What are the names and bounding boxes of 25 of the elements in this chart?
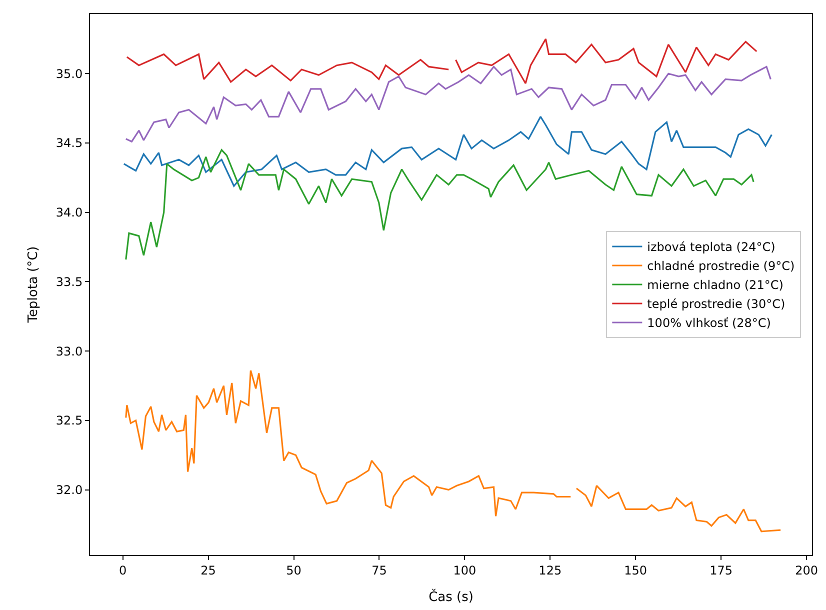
x-axis-title: Čas (s) [428,588,474,605]
line-series [125,66,772,142]
legend-label: 100% vlhkosť (28°C) [647,316,771,330]
legend-label: chladné prostredie (9°C) [647,259,795,274]
legend-label: teplé prostredie (30°C) [647,297,786,312]
legend-label: izbová teplota (24°C) [647,240,776,254]
y-axis-title: Teplota (°C) [26,246,41,324]
x-tick-label: 75 [372,563,387,578]
y-tick-label: 35.0 [56,66,83,81]
y-tick-label: 32.5 [56,414,83,428]
x-tick-label: 25 [200,563,216,578]
x-tick-label: 175 [710,563,733,578]
y-tick-label: 34.5 [56,136,83,150]
y-tick-label: 32.0 [56,483,83,497]
x-tick-label: 125 [538,563,562,578]
x-tick-label: 200 [795,563,818,578]
x-tick-label: 150 [624,563,648,578]
y-tick-label: 33.0 [56,344,83,358]
legend-label: mierne chladno (21°C) [647,278,784,292]
x-tick-label: 0 [119,563,127,578]
line-series [123,116,772,187]
x-tick-label: 50 [286,563,302,578]
y-tick-label: 33.5 [56,274,83,289]
y-tick-label: 34.0 [56,206,83,220]
x-tick-label: 100 [453,563,476,578]
